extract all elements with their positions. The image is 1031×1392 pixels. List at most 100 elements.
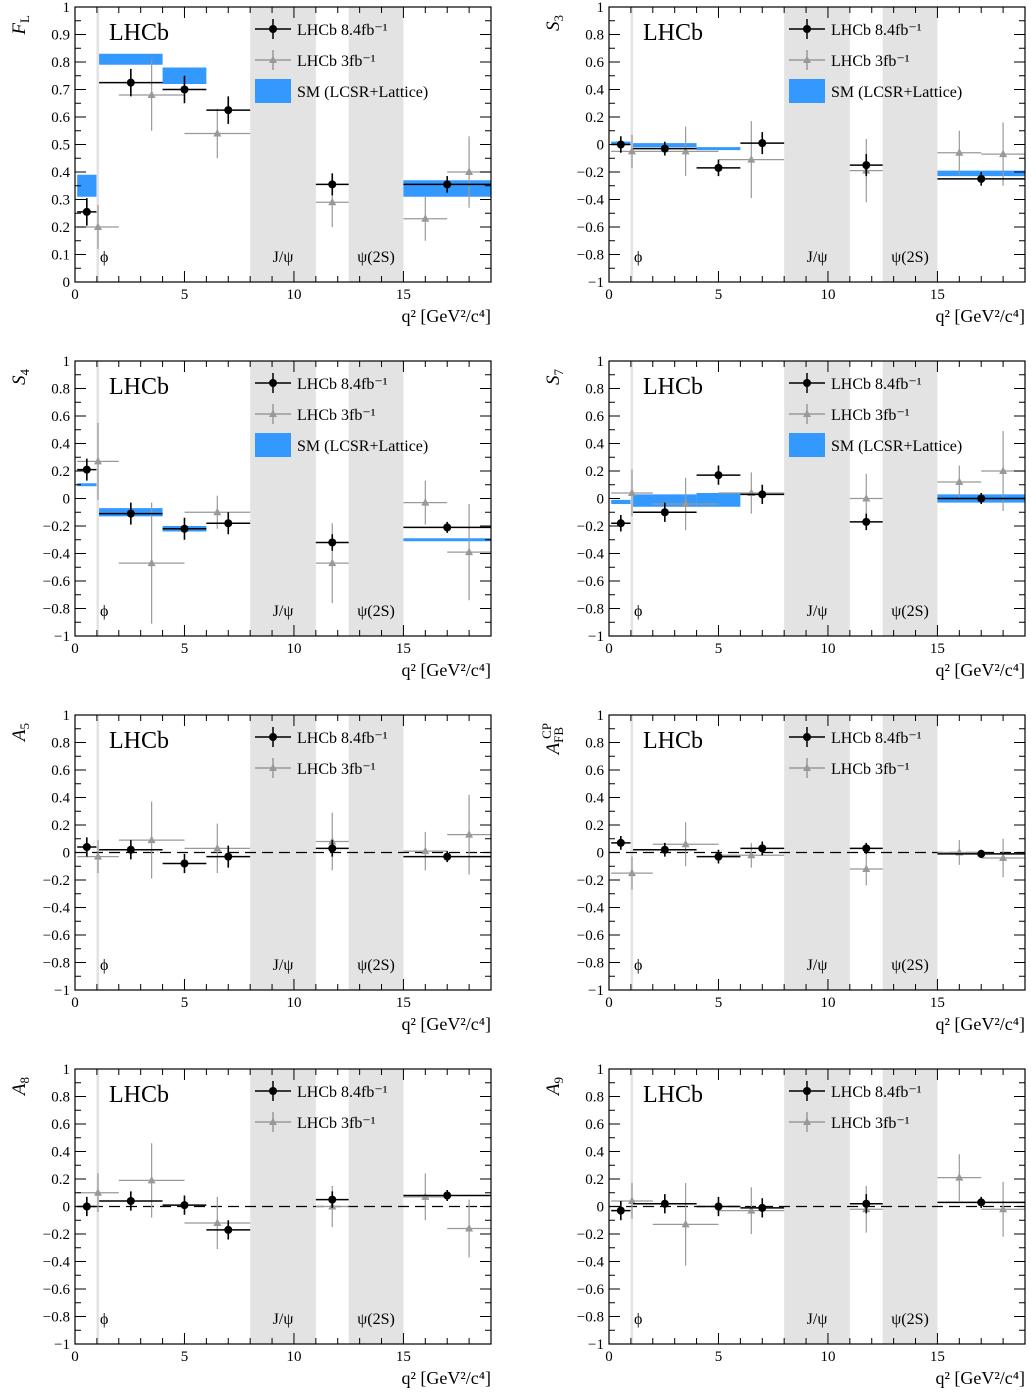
y-tick-label: −0.8 [43,602,70,618]
y-tick-label: 0.4 [585,437,604,453]
legend-label: LHCb 8.4fb⁻¹ [297,376,388,393]
x-tick-label: 15 [930,995,945,1011]
y-tick-label: 0.1 [51,248,70,264]
y-tick-label: 0.4 [585,83,604,99]
y-axis-label: A5 [9,723,32,743]
panel-0: 0 5 10 1500.10.20.30.40.50.60.70.80.91FLq² … [9,0,492,326]
legend-entry-run2: LHCb 8.4fb⁻¹ [255,373,388,393]
phi-label: ϕ [100,603,108,620]
run1-point-0 [627,488,636,496]
y-axis-label-main: A [9,1083,30,1097]
run2-point-5 [977,494,986,503]
run2-point-5 [443,1191,452,1200]
y-tick-label: 0.6 [585,1117,604,1133]
run2-point-2 [714,1202,723,1211]
y-tick-label: 0 [63,275,71,291]
legend-entry-run1: LHCb 3fb⁻¹ [789,758,910,778]
y-tick-label: −0.4 [577,193,605,209]
y-tick-label: 0.8 [51,1090,70,1106]
x-tick-label: 0 [71,1349,79,1365]
run2-point-1 [660,144,669,153]
legend-marker-triangle [269,409,277,417]
y-tick-label: −1 [588,983,604,999]
legend-entry-run2: LHCb 8.4fb⁻¹ [789,19,922,39]
phi-label: ϕ [100,249,108,266]
x-tick-label: 10 [820,641,835,657]
legend-entry-run2: LHCb 8.4fb⁻¹ [789,727,922,747]
x-tick-label: 15 [396,287,411,303]
x-tick-label: 0 [605,995,613,1011]
y-tick-label: −0.2 [577,873,604,889]
legend-marker-circle [803,733,811,741]
y-tick-label: −0.8 [577,1310,604,1326]
legend-label: LHCb 8.4fb⁻¹ [297,1084,388,1101]
veto-region-0 [96,7,100,282]
run1-point-4 [421,498,430,506]
run1-point-2 [213,843,222,852]
legend-label: LHCb 3fb⁻¹ [831,407,910,424]
run1-point-1 [147,1175,156,1184]
y-axis-label-sub: 9 [551,1077,566,1084]
phi-label: ϕ [100,1311,108,1328]
y-axis-label-main: S [543,21,564,31]
run2-point-2 [714,471,723,480]
region-label-psi2s: ψ(2S) [891,249,929,266]
y-tick-label: −0.8 [43,956,70,972]
legend-entry-run1: LHCb 3fb⁻¹ [789,50,910,70]
run2-point-4 [862,1199,871,1208]
region-label-psi2s: ψ(2S) [891,957,929,974]
run2-point-0 [616,1206,625,1215]
phi-label: ϕ [634,603,642,620]
region-label-jpsi: J/ψ [273,957,294,974]
region-label-psi2s: ψ(2S) [357,249,395,266]
x-axis-label: q² [GeV²/c⁴] [935,306,1025,326]
region-label-jpsi: J/ψ [807,249,828,266]
x-tick-label: 5 [715,287,723,303]
run2-point-3 [758,490,767,499]
y-tick-label: −0.6 [43,1282,71,1298]
panel-3: 0 5 10 15 −1 −0.8 −0.6 −0.4 −0.2 0 0.2 0.4 0.6 0.8 1 S7… [543,354,1026,680]
lhcb-label: LHCb [109,374,169,400]
y-tick-label: 0.3 [51,193,70,209]
run2-point-1 [660,1199,669,1208]
x-tick-label: 10 [820,1349,835,1365]
run1-point-1 [147,558,156,567]
run1-point-4 [421,846,430,855]
region-label-jpsi: J/ψ [807,1311,828,1328]
run2-point-4 [862,517,871,526]
y-tick-label: 0.4 [51,1145,70,1161]
legend-label: LHCb 3fb⁻¹ [297,1115,376,1132]
y-tick-label: 0.2 [585,464,604,480]
run1-point-5 [465,547,474,556]
legend-swatch-sm [255,79,291,103]
run2-point-3 [224,519,233,528]
legend-marker-triangle [803,1117,811,1125]
legend-entry-run1: LHCb 3fb⁻¹ [255,50,376,70]
lhcb-label: LHCb [109,728,169,754]
x-tick-label: 15 [930,641,945,657]
y-axis-label-sub: FB [551,727,566,743]
region-label-jpsi: J/ψ [273,603,294,620]
legend-marker-circle [269,1087,277,1095]
y-tick-label: 0 [597,846,605,862]
region-label-psi2s: ψ(2S) [357,957,395,974]
run1-point-0 [93,1188,102,1196]
run1-point-2 [213,507,222,516]
run1-point-5 [465,167,474,175]
run1-point-2 [747,155,756,163]
y-tick-label: 0.6 [51,409,70,425]
y-tick-label: 0.8 [585,1090,604,1106]
run1-point-1 [681,499,690,507]
y-tick-label: 0.4 [51,165,70,181]
y-tick-label: 0 [597,1200,605,1216]
run2-point-4 [862,844,871,853]
y-axis-label: AFBCP [539,723,566,756]
x-tick-label: 15 [930,287,945,303]
run1-point-1 [147,835,156,844]
x-tick-label: 5 [715,995,723,1011]
run1-point-4 [955,148,964,156]
legend-entry-run2: LHCb 8.4fb⁻¹ [789,373,922,393]
y-tick-label: −0.2 [43,1227,70,1243]
run1-point-0 [627,868,636,877]
